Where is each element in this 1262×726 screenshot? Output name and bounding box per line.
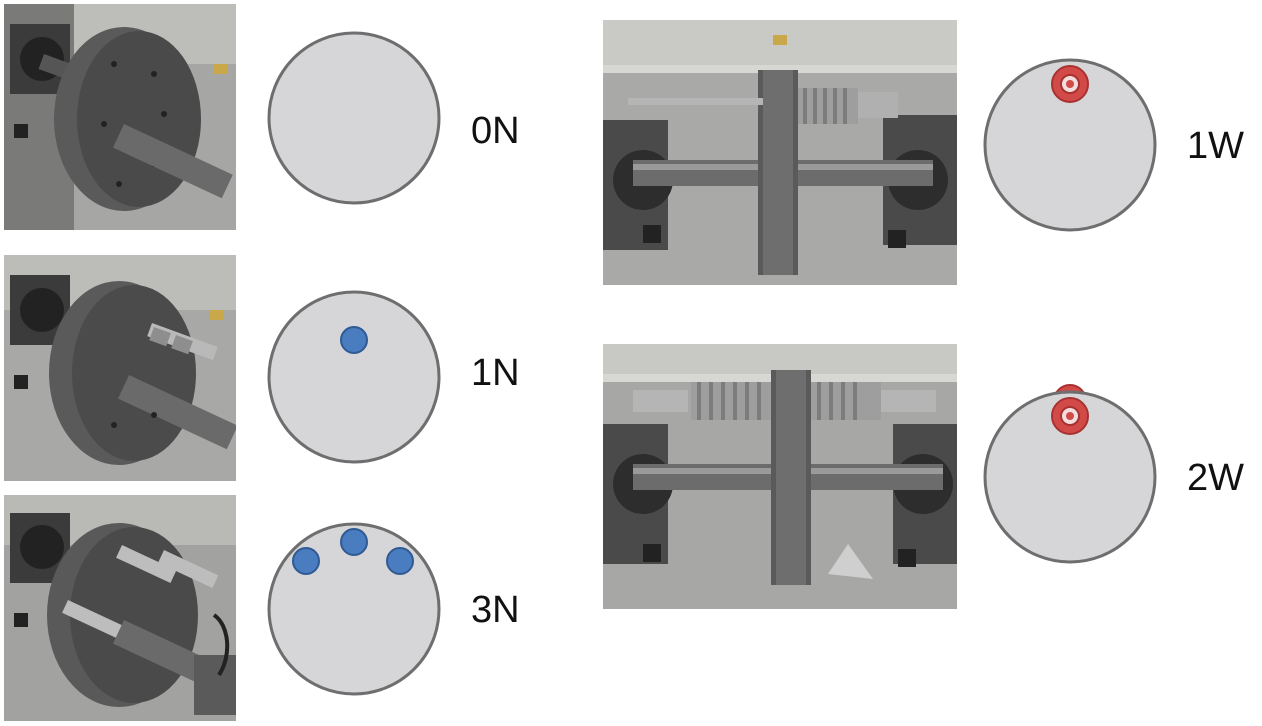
label-2W: 2W <box>1187 457 1244 499</box>
label-3N: 3N <box>471 589 520 631</box>
nut-marker <box>292 547 320 575</box>
disk-1W <box>983 58 1157 232</box>
photo-rotor-2W <box>603 344 957 609</box>
disk-1N <box>267 290 441 464</box>
disk-diagram-1N <box>267 290 441 464</box>
label-0N: 0N <box>471 110 520 152</box>
label-1N: 1N <box>471 352 520 394</box>
disk-diagram-3N <box>267 522 441 696</box>
nut-marker <box>340 326 368 354</box>
photo-rotor-3N <box>4 495 236 721</box>
disk-0N <box>267 31 441 205</box>
washer-marker-hole <box>1066 80 1074 88</box>
disk-diagram-1W <box>983 58 1157 232</box>
nut-marker <box>340 528 368 556</box>
photo-rotor-0N <box>4 4 236 230</box>
photo-rotor-1W <box>603 20 957 285</box>
label-1W: 1W <box>1187 125 1244 167</box>
photo-rotor-1N <box>4 255 236 481</box>
disk-diagram-0N <box>267 31 441 205</box>
disk-2W <box>983 390 1157 564</box>
nut-marker <box>386 547 414 575</box>
washer-marker-hole <box>1066 412 1074 420</box>
disk-diagram-2W <box>983 384 1157 564</box>
